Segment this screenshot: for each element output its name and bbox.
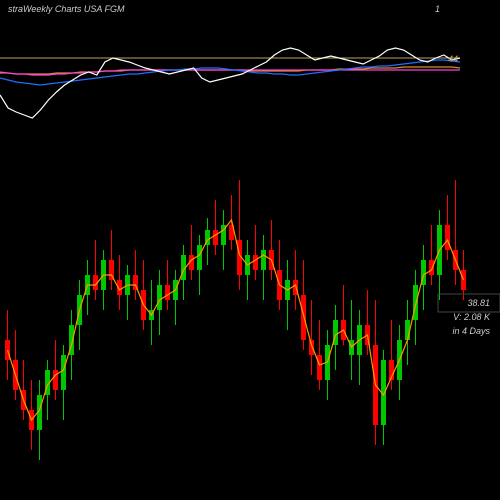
price-label: 38.81 — [467, 296, 490, 310]
volume-label: V: 2.08 K — [453, 310, 490, 324]
days-label: in 4 Days — [452, 324, 490, 338]
chart-canvas — [0, 0, 500, 500]
top-panel-y-label: 44 — [448, 54, 458, 64]
